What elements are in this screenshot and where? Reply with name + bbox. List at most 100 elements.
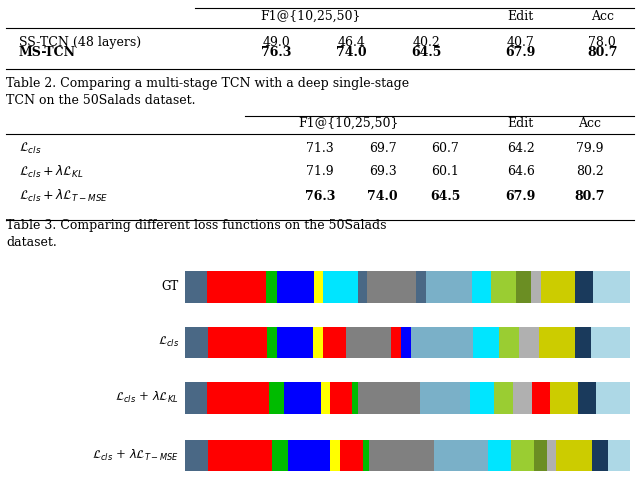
Text: 46.4: 46.4 <box>337 35 365 49</box>
Text: Edit: Edit <box>508 10 534 23</box>
Text: 40.7: 40.7 <box>507 35 534 49</box>
Bar <box>575 271 593 303</box>
Bar <box>208 327 267 358</box>
Text: GT: GT <box>162 280 179 294</box>
Text: Edit: Edit <box>508 117 534 130</box>
Bar <box>575 327 591 358</box>
Bar <box>340 440 363 471</box>
Bar <box>519 327 539 358</box>
Text: MS-TCN: MS-TCN <box>19 46 76 59</box>
Bar <box>314 271 323 303</box>
Bar <box>417 271 426 303</box>
Bar <box>185 382 207 414</box>
Bar <box>363 440 369 471</box>
Bar <box>352 382 358 414</box>
Text: $\mathcal{L}_{cls}$ + $\lambda\mathcal{L}_{KL}$: $\mathcal{L}_{cls}$ + $\lambda\mathcal{L… <box>115 390 179 405</box>
Text: 49.0: 49.0 <box>262 35 290 49</box>
Text: $\mathcal{L}_{cls} + \lambda\mathcal{L}_{KL}$: $\mathcal{L}_{cls} + \lambda\mathcal{L}_… <box>19 164 83 180</box>
Text: $\mathcal{L}_{cls}$ + $\lambda\mathcal{L}_{T-MSE}$: $\mathcal{L}_{cls}$ + $\lambda\mathcal{L… <box>92 448 179 463</box>
Text: F1@{10,25,50}: F1@{10,25,50} <box>260 10 361 23</box>
Bar <box>550 382 578 414</box>
Text: $\mathcal{L}_{cls}$: $\mathcal{L}_{cls}$ <box>157 336 179 349</box>
Bar <box>346 327 392 358</box>
Text: $\mathcal{L}_{cls} + \lambda\mathcal{L}_{T-MSE}$: $\mathcal{L}_{cls} + \lambda\mathcal{L}_… <box>19 188 108 204</box>
Bar <box>578 382 596 414</box>
Text: 64.2: 64.2 <box>507 142 534 155</box>
Bar <box>596 382 630 414</box>
Text: 67.9: 67.9 <box>506 46 536 59</box>
Bar <box>369 440 434 471</box>
Text: 64.6: 64.6 <box>507 165 534 178</box>
Bar <box>434 440 488 471</box>
Bar <box>185 327 208 358</box>
Text: Table 3. Comparing different loss functions on the 50Salads
dataset.: Table 3. Comparing different loss functi… <box>6 219 387 249</box>
Text: Table 2. Comparing a multi-stage TCN with a deep single-stage
TCN on the 50Salad: Table 2. Comparing a multi-stage TCN wit… <box>6 77 410 107</box>
Text: F1@{10,25,50}: F1@{10,25,50} <box>298 117 399 130</box>
Bar <box>401 327 411 358</box>
Bar <box>534 440 547 471</box>
Bar <box>267 327 277 358</box>
Bar <box>539 327 575 358</box>
Bar <box>392 327 401 358</box>
Text: 64.5: 64.5 <box>430 189 461 203</box>
Bar <box>531 382 550 414</box>
Bar <box>207 271 266 303</box>
Text: 76.3: 76.3 <box>305 189 335 203</box>
Text: 80.7: 80.7 <box>575 189 605 203</box>
Bar <box>420 382 470 414</box>
Text: 76.3: 76.3 <box>261 46 291 59</box>
Bar <box>556 440 592 471</box>
Text: 80.2: 80.2 <box>576 165 604 178</box>
Bar <box>358 382 420 414</box>
Bar <box>313 327 323 358</box>
Text: 64.5: 64.5 <box>412 46 442 59</box>
Bar <box>426 271 472 303</box>
Bar <box>330 382 352 414</box>
Bar <box>472 271 491 303</box>
Text: 60.7: 60.7 <box>431 142 460 155</box>
Bar <box>511 440 534 471</box>
Bar <box>269 382 284 414</box>
Text: 69.7: 69.7 <box>369 142 397 155</box>
Bar <box>284 382 321 414</box>
Bar <box>474 327 499 358</box>
Text: 74.0: 74.0 <box>367 189 398 203</box>
Bar <box>289 440 330 471</box>
Bar <box>323 327 346 358</box>
Bar <box>323 271 358 303</box>
Text: 60.1: 60.1 <box>431 165 460 178</box>
Bar <box>488 440 511 471</box>
Bar <box>516 271 531 303</box>
Bar <box>608 440 630 471</box>
Bar <box>411 327 474 358</box>
Text: 40.2: 40.2 <box>413 35 440 49</box>
Text: 78.0: 78.0 <box>588 35 616 49</box>
Bar <box>593 271 630 303</box>
Bar <box>330 440 340 471</box>
Bar <box>494 382 513 414</box>
Bar <box>531 271 541 303</box>
Bar <box>185 271 207 303</box>
Text: 79.9: 79.9 <box>576 142 604 155</box>
Bar <box>491 271 516 303</box>
Text: 69.3: 69.3 <box>369 165 397 178</box>
Bar <box>513 382 531 414</box>
Bar <box>470 382 494 414</box>
Bar <box>541 271 575 303</box>
Bar <box>321 382 330 414</box>
Bar <box>547 440 556 471</box>
Text: 71.9: 71.9 <box>306 165 334 178</box>
Text: 67.9: 67.9 <box>506 189 536 203</box>
Text: 80.7: 80.7 <box>587 46 618 59</box>
Bar <box>208 440 272 471</box>
Bar <box>499 327 519 358</box>
Text: $\mathcal{L}_{cls}$: $\mathcal{L}_{cls}$ <box>19 141 42 156</box>
Bar <box>591 327 630 358</box>
Bar <box>277 327 313 358</box>
Bar <box>266 271 277 303</box>
Text: SS-TCN (48 layers): SS-TCN (48 layers) <box>19 35 141 49</box>
Text: 74.0: 74.0 <box>336 46 367 59</box>
Bar <box>207 382 269 414</box>
Text: Acc: Acc <box>578 117 601 130</box>
Bar <box>185 440 208 471</box>
